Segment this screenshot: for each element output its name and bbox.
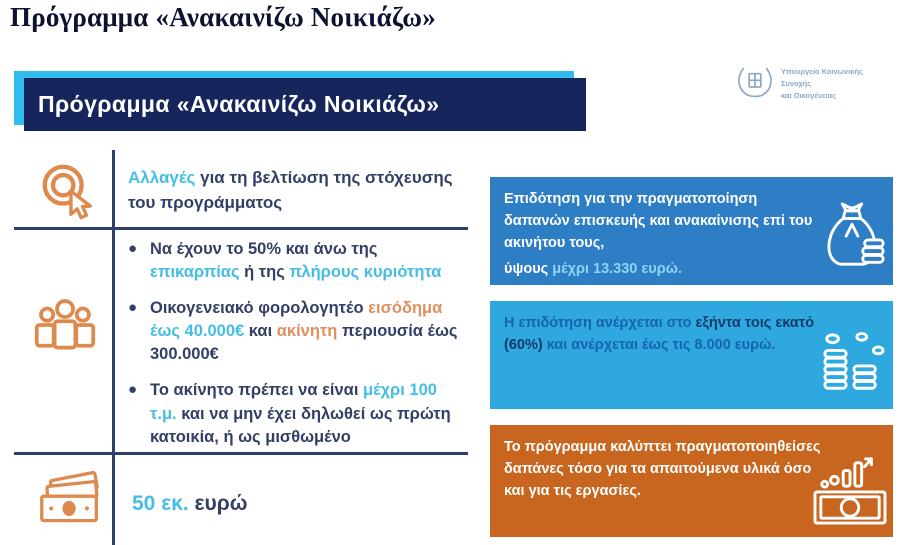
bullet-span: εισόδημα bbox=[368, 299, 443, 318]
ministry-name-line2: και Οικογένειας bbox=[781, 91, 837, 100]
intro-rest: για τη βελτίωση της στόχευσης του προγρά… bbox=[128, 168, 453, 212]
horizontal-divider-bottom bbox=[14, 452, 468, 455]
subsidy-amount-line: ύψους μέχρι 13.330 ευρώ. bbox=[504, 259, 822, 281]
list-item: ● Οικογενειακό φορολογητέο εισόδημα έως … bbox=[128, 297, 466, 366]
ministry-emblem-icon bbox=[735, 63, 775, 106]
bullet-span: Να έχουν το 50% και άνω της bbox=[150, 240, 378, 258]
coverage-box: Το πρόγραμμα καλύπτει πραγματοποιηθείσες… bbox=[490, 425, 893, 537]
bullet-text: Οικογενειακό φορολογητέο εισόδημα έως 40… bbox=[150, 297, 466, 366]
bullet-dot: ● bbox=[128, 381, 138, 399]
subsidy-text: Επιδότηση για την πραγματοποίηση δαπανών… bbox=[504, 191, 813, 251]
bullet-dot: ● bbox=[128, 299, 138, 317]
subsidy-amount-prefix: ύψους bbox=[504, 261, 553, 278]
coverage-text: Το πρόγραμμα καλύπτει πραγματοποιηθείσες… bbox=[504, 439, 821, 499]
bullet-span: ή της bbox=[239, 263, 290, 282]
click-icon bbox=[38, 160, 100, 227]
percentage-span: και ανέρχεται έως τις 8.000 ευρώ. bbox=[542, 336, 776, 353]
percentage-highlight: εξήντα τοις εκατό (60%) bbox=[504, 315, 815, 353]
bullet-span: περιουσία έως 300.000€ bbox=[150, 322, 458, 364]
people-group-icon bbox=[33, 296, 97, 359]
bullet-span: Το ακίνητο πρέπει να είναι bbox=[150, 381, 363, 400]
percentage-span: Η επιδότηση ανέρχεται στο bbox=[504, 315, 696, 331]
vertical-divider bbox=[112, 150, 115, 545]
budget-unit: ευρώ bbox=[188, 492, 248, 515]
page-title: Πρόγραμμα «Ανακαινίζω Νοικιάζω» bbox=[10, 2, 436, 32]
percentage-text: Η επιδότηση ανέρχεται στο εξήντα τοις εκ… bbox=[504, 313, 822, 357]
bullet-span: επικαρπίας bbox=[150, 263, 240, 282]
bullet-span: ακίνητη bbox=[276, 322, 338, 341]
bullet-dot: ● bbox=[128, 240, 138, 257]
ministry-name-line1: Υπουργείο Κοινωνικής Συνοχής bbox=[781, 67, 863, 88]
banner-title: Πρόγραμμα «Ανακαινίζω Νοικιάζω» bbox=[38, 91, 440, 117]
horizontal-divider-top bbox=[14, 227, 468, 230]
list-item: ● Να έχουν το 50% και άνω της επικαρπίας… bbox=[128, 238, 466, 284]
criteria-list: ● Να έχουν το 50% και άνω της επικαρπίας… bbox=[128, 238, 466, 462]
bullet-span: έως 40.000€ bbox=[150, 322, 249, 341]
money-bag-icon bbox=[817, 201, 887, 281]
banknotes-icon bbox=[38, 470, 102, 533]
bullet-text: Να έχουν το 50% και άνω της επικαρπίας ή… bbox=[150, 238, 466, 284]
subsidy-box: Επιδότηση για την πραγματοποίηση δαπανών… bbox=[490, 177, 893, 285]
intro-text: Αλλαγές για τη βελτίωση της στόχευσης το… bbox=[128, 166, 464, 215]
bullet-span: και bbox=[248, 322, 277, 341]
banknote-chart-icon bbox=[813, 455, 887, 533]
bullet-span: και να μην έχει δηλωθεί ως πρώτη κατοικί… bbox=[150, 404, 451, 446]
bullet-span: Οικογενειακό φορολογητέο bbox=[150, 299, 369, 318]
intro-highlight: Αλλαγές bbox=[128, 168, 196, 187]
subsidy-amount-highlight: μέχρι 13.330 ευρώ. bbox=[552, 261, 682, 278]
list-item: ● Το ακίνητο πρέπει να είναι μέχρι 100 τ… bbox=[128, 379, 466, 448]
budget-text: 50 εκ. ευρώ bbox=[132, 492, 247, 516]
bullet-span: πλήρους κυριότητα bbox=[289, 263, 442, 282]
coin-stacks-icon bbox=[817, 331, 887, 405]
ministry-name: Υπουργείο Κοινωνικής Συνοχής και Οικογέν… bbox=[781, 66, 895, 102]
bullet-span: μέχρι 100 τ.μ. bbox=[150, 381, 437, 423]
percentage-box: Η επιδότηση ανέρχεται στο εξήντα τοις εκ… bbox=[490, 301, 893, 409]
bullet-text: Το ακίνητο πρέπει να είναι μέχρι 100 τ.μ… bbox=[150, 379, 466, 448]
budget-amount: 50 εκ. bbox=[132, 492, 189, 515]
ministry-logo: Υπουργείο Κοινωνικής Συνοχής και Οικογέν… bbox=[735, 62, 895, 106]
slide-banner: Πρόγραμμα «Ανακαινίζω Νοικιάζω» bbox=[24, 78, 586, 131]
